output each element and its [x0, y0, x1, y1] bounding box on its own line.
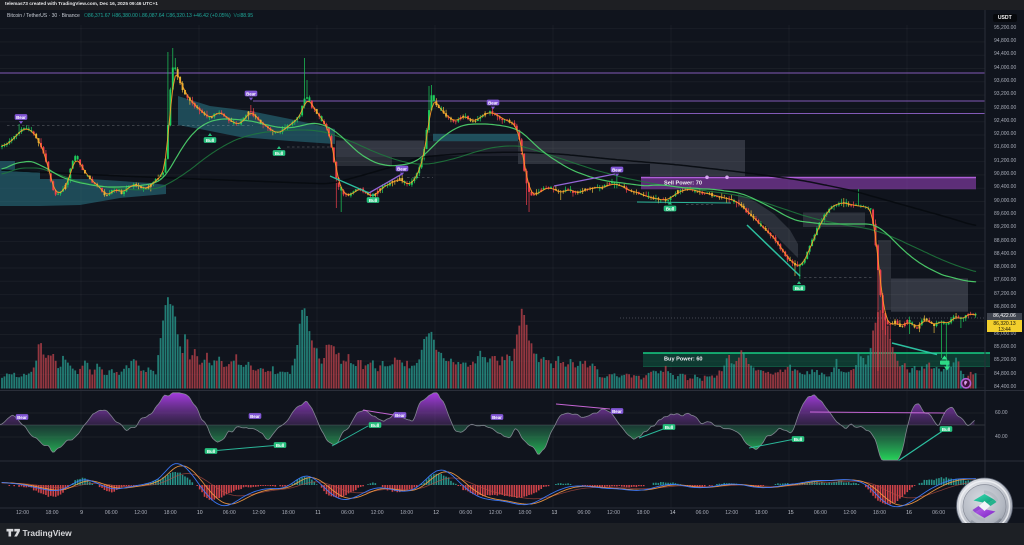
svg-text:Bear: Bear	[397, 166, 407, 171]
svg-text:Buy Power: 60: Buy Power: 60	[664, 357, 703, 363]
svg-text:Bull: Bull	[371, 423, 379, 428]
svg-text:Bear: Bear	[612, 167, 622, 172]
svg-text:Bull: Bull	[795, 286, 803, 291]
svg-text:Bull: Bull	[275, 151, 283, 156]
svg-text:Bull: Bull	[276, 443, 284, 448]
svg-text:Bull: Bull	[942, 427, 950, 432]
svg-text:Bull: Bull	[794, 437, 802, 442]
svg-text:Bull: Bull	[207, 449, 215, 454]
svg-text:Bull: Bull	[369, 198, 377, 203]
svg-text:Bear: Bear	[246, 91, 256, 96]
svg-text:Bear: Bear	[17, 415, 27, 420]
svg-text:Bull: Bull	[206, 138, 214, 143]
svg-text:Sell Power: 70: Sell Power: 70	[664, 181, 702, 187]
svg-text:Bear: Bear	[488, 100, 498, 105]
svg-text:Bull: Bull	[665, 425, 673, 430]
svg-text:Bear: Bear	[612, 409, 622, 414]
svg-text:Bear: Bear	[492, 415, 502, 420]
svg-text:Bear: Bear	[16, 115, 26, 120]
svg-text:Bull: Bull	[666, 206, 674, 211]
svg-text:Bear: Bear	[250, 414, 260, 419]
svg-text:Bear: Bear	[395, 413, 405, 418]
